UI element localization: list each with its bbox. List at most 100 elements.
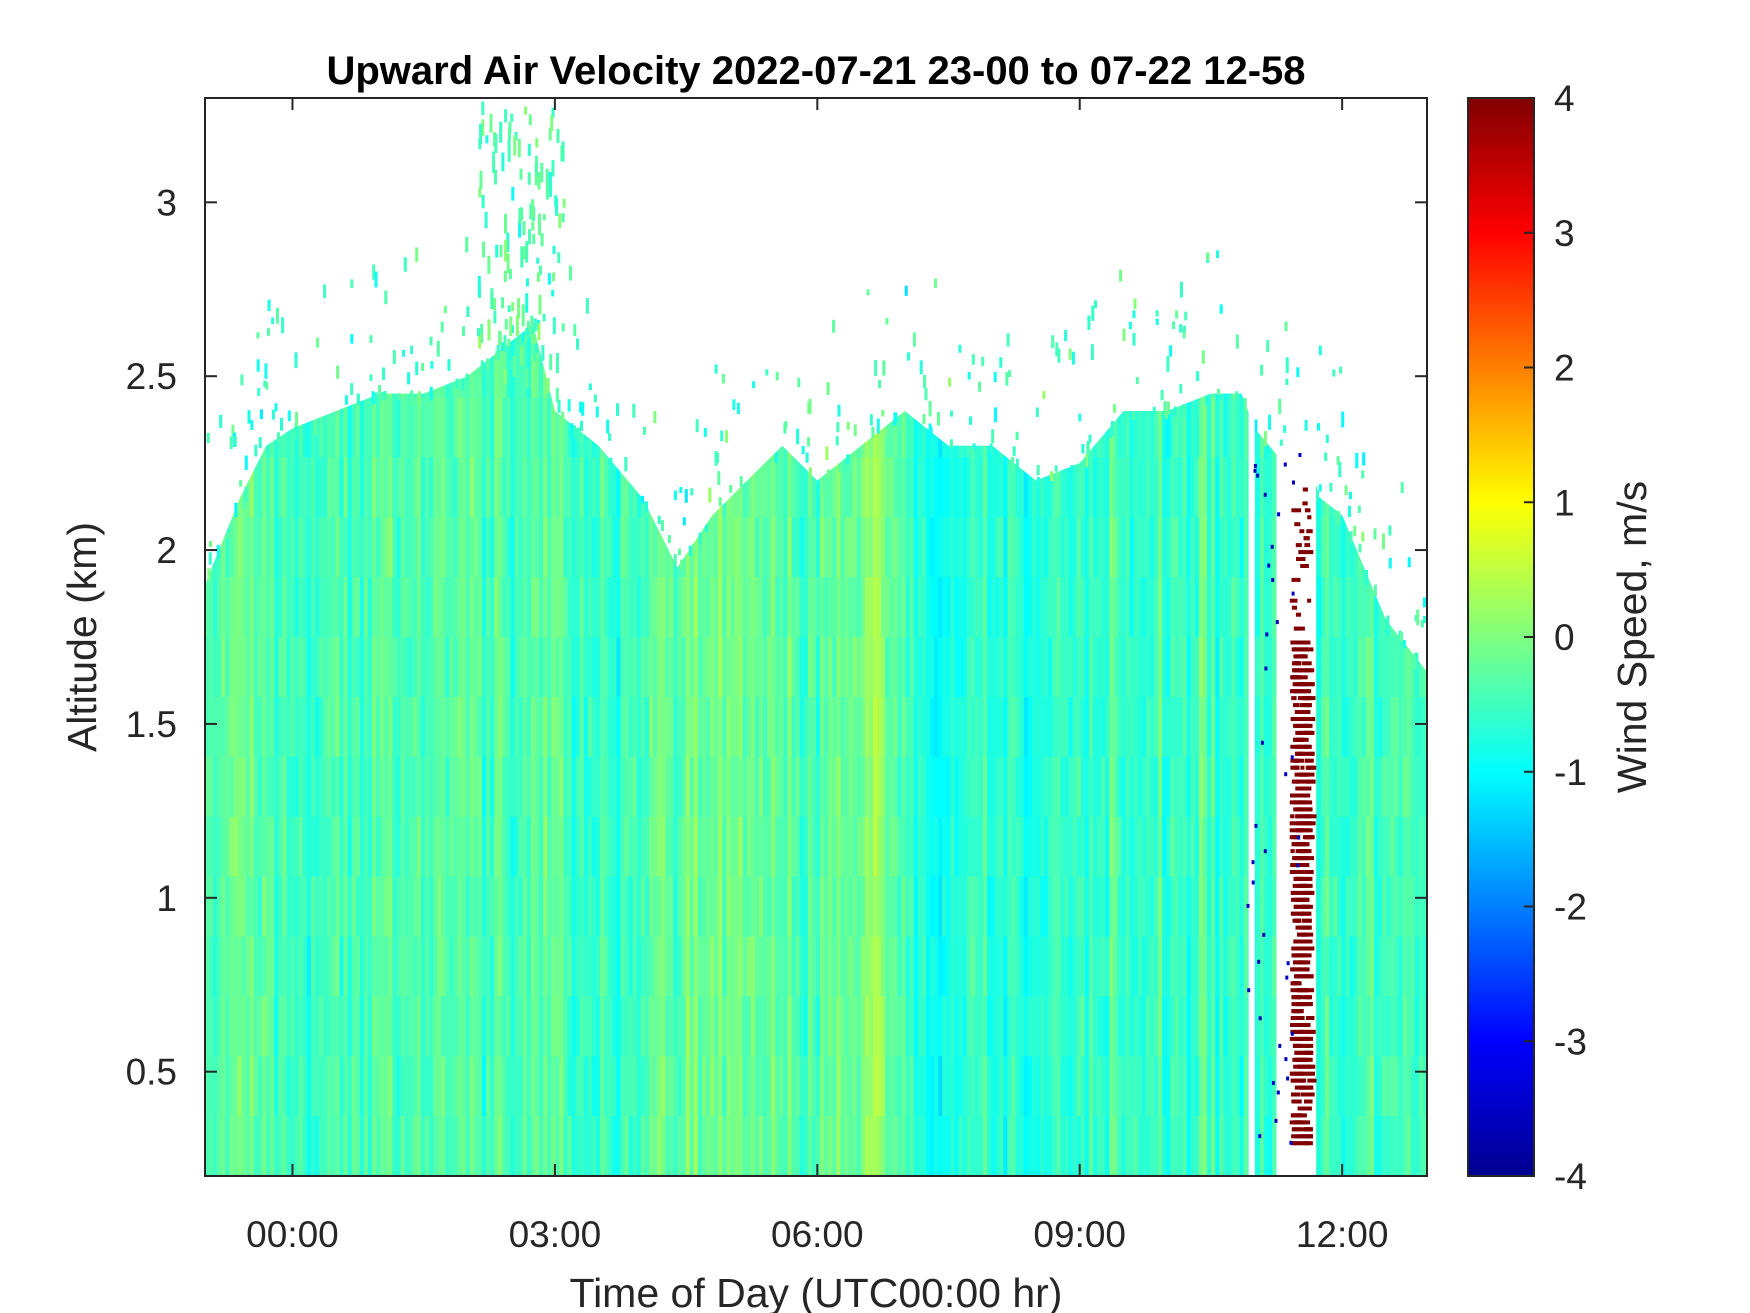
heatmap-cell (539, 637, 544, 698)
heatmap-cell (648, 696, 654, 758)
heatmap-cell (673, 936, 679, 997)
heatmap-cell (372, 1116, 377, 1176)
heatmap-cell (616, 936, 622, 997)
heatmap-cell (787, 996, 793, 1057)
heatmap-cell (620, 517, 626, 578)
heatmap-cell (925, 457, 931, 518)
heatmap-cell (514, 696, 520, 758)
heatmap-cell (253, 936, 259, 997)
heatmap-cell (339, 637, 345, 698)
heatmap-cell (465, 637, 471, 698)
heatmap-cell (534, 637, 540, 698)
heatmap-cell (1321, 696, 1326, 758)
heatmap-cell (983, 936, 988, 997)
heatmap-cell (1255, 816, 1261, 878)
heatmap-cell (461, 517, 467, 578)
heatmap-cell (970, 517, 976, 578)
heatmap-cell (343, 756, 349, 818)
heatmap-cell (697, 816, 703, 878)
heatmap-cell (486, 1056, 491, 1117)
heatmap-cell (494, 337, 499, 399)
heatmap-cell (636, 756, 642, 818)
heatmap-cell (636, 1116, 642, 1176)
heatmap-cell (506, 397, 512, 458)
heatmap-cell (734, 577, 740, 638)
heatmap-cell (388, 1056, 393, 1117)
heatmap-cell (1231, 1116, 1237, 1176)
heatmap-cell (245, 577, 251, 638)
heatmap-cell (1239, 816, 1245, 878)
heatmap-cell (942, 577, 947, 638)
heatmap-cell (245, 637, 251, 698)
heatmap-cell (1092, 1116, 1098, 1176)
heatmap-cell (424, 517, 430, 578)
heatmap-cell (1154, 756, 1159, 818)
heatmap-cell (632, 637, 638, 698)
heatmap-cell (473, 577, 479, 638)
heatmap-cell (522, 637, 528, 698)
heatmap-cell (714, 936, 719, 997)
heatmap-cell (730, 1116, 736, 1176)
heatmap-cell (718, 996, 723, 1057)
heatmap-cell (909, 696, 915, 758)
heatmap-cell (1235, 397, 1241, 458)
heatmap-cell (754, 936, 760, 997)
heatmap-cell (539, 996, 544, 1057)
heatmap-cell (384, 637, 389, 698)
heatmap-cell (685, 936, 691, 997)
heatmap-cell (1035, 517, 1041, 578)
heatmap-cell (262, 517, 267, 578)
heatmap-cell (555, 816, 560, 878)
heatmap-cell (824, 876, 829, 938)
heatmap-cell (897, 1116, 903, 1176)
heatmap-cell (999, 577, 1004, 638)
heatmap-cell (477, 337, 483, 399)
heatmap-cell (331, 816, 336, 878)
heatmap-cell (555, 577, 560, 638)
heatmap-cell (1007, 1056, 1013, 1117)
heatmap-cell (1064, 637, 1070, 698)
heatmap-cell (343, 1116, 349, 1176)
heatmap-cell (441, 816, 446, 878)
heatmap-cell (767, 756, 772, 818)
heatmap-cell (274, 457, 279, 518)
heatmap-cell (551, 637, 556, 698)
heatmap-cell (1219, 936, 1224, 997)
heatmap-cell (298, 936, 304, 997)
heatmap-cell (1268, 457, 1273, 518)
heatmap-cell (274, 1056, 279, 1117)
heatmap-cell (302, 577, 308, 638)
heatmap-cell (1215, 876, 1220, 938)
heatmap-cell (1162, 1116, 1167, 1176)
heatmap-cell (1109, 816, 1114, 878)
heatmap-cell (359, 457, 365, 518)
heatmap-cell (824, 517, 829, 578)
heatmap-cell (1068, 936, 1074, 997)
heatmap-cell (335, 637, 341, 698)
heatmap-cell (359, 517, 365, 578)
heatmap-cell (889, 1116, 894, 1176)
heatmap-cell (510, 457, 516, 518)
heatmap-cell (1015, 577, 1021, 638)
heatmap-cell (873, 1116, 878, 1176)
heatmap-cell (237, 816, 243, 878)
heatmap-cell (1076, 1116, 1082, 1176)
heatmap-cell (644, 1116, 650, 1176)
heatmap-cell (486, 996, 491, 1057)
heatmap-cell (864, 696, 870, 758)
heatmap-cell (966, 1116, 972, 1176)
heatmap-cell (775, 696, 780, 758)
heatmap-cell (750, 1056, 756, 1117)
heatmap-cell (506, 457, 512, 518)
heatmap-cell (983, 457, 988, 518)
heatmap-cell (388, 756, 393, 818)
heatmap-cell (355, 1056, 361, 1117)
heatmap-cell (526, 637, 532, 698)
heatmap-cell (555, 1116, 560, 1176)
heatmap-cell (1154, 517, 1159, 578)
heatmap-cell (852, 756, 858, 818)
heatmap-cell (1186, 936, 1192, 997)
heatmap-cell (453, 517, 459, 578)
heatmap-cell (983, 517, 988, 578)
heatmap-cell (351, 876, 357, 938)
